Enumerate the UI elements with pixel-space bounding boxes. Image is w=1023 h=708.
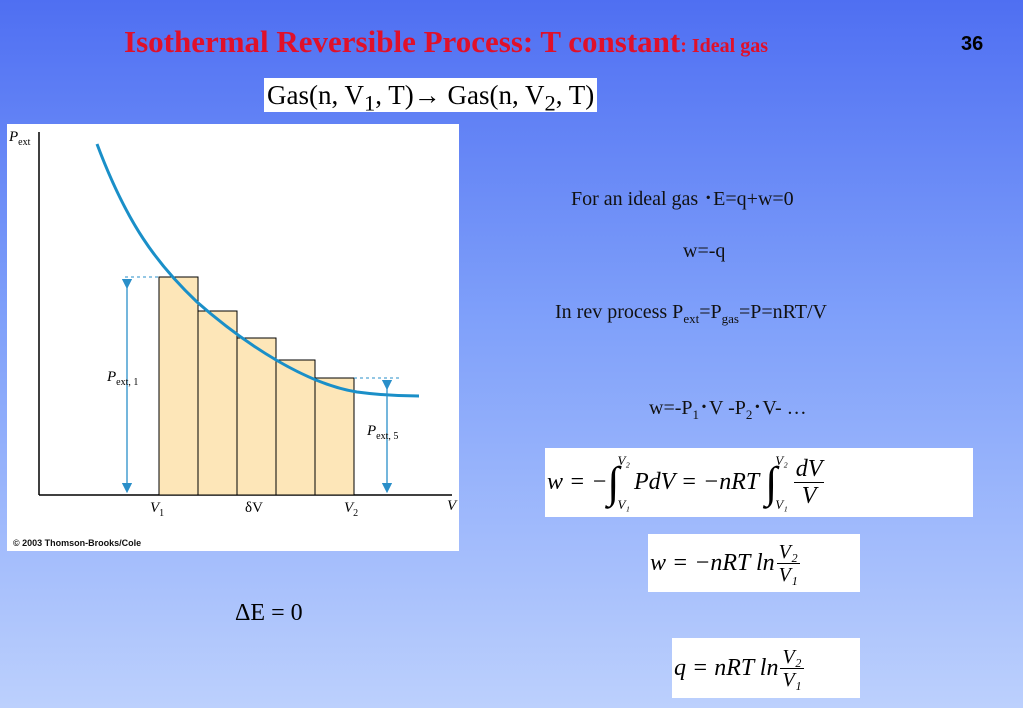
step-bar-4 xyxy=(275,359,316,496)
pv-graph: Pext Pext, 1 Pext, 5 V1 δV V2 V © 2003 T… xyxy=(7,124,459,551)
slide-number: 36 xyxy=(961,33,984,55)
work-integral-equation: w = − ∫ V₂ V₁ PdV = −nRT ∫ V₂ V₁ dV V xyxy=(545,448,973,517)
title-suffix: : Ideal gas xyxy=(680,35,769,57)
step-bar-2 xyxy=(197,310,238,496)
process-eq-sub2: 2 xyxy=(544,90,556,116)
pv-graph-svg: Pext Pext, 1 Pext, 5 V1 δV V2 V xyxy=(8,129,458,519)
x-axis-label: V xyxy=(447,498,458,514)
integral-limits-1: V₂ V₁ xyxy=(617,452,630,512)
volume-step-bars xyxy=(158,276,355,496)
y-axis-label: Pext xyxy=(8,129,31,148)
w-ln-ratio: V₂ V₁ xyxy=(776,540,800,586)
integral-limits-2: V₂ V₁ xyxy=(775,452,788,512)
copyright-notice: © 2003 Thomson-Brooks/Cole xyxy=(13,538,142,548)
w-equals-minus-q: w=-q xyxy=(683,240,726,262)
w-ln-lhs: w = −nRT ln xyxy=(650,549,775,576)
tick-v2: V2 xyxy=(344,500,358,519)
heat-ln-equation: q = nRT ln V₂ V₁ xyxy=(672,638,860,698)
w-integral-lhs: w = − xyxy=(547,469,608,495)
tick-delta-v: δV xyxy=(245,500,263,516)
label-p-ext-1: Pext, 1 xyxy=(106,369,138,388)
isotherm-curve xyxy=(95,143,420,398)
process-eq-mid: , T)→ Gas(n, V xyxy=(375,80,545,110)
integral-sign-1: ∫ xyxy=(607,457,620,507)
process-eq-left: Gas(n, V xyxy=(267,80,364,110)
tick-v1: V1 xyxy=(150,500,164,519)
step-bar-5 xyxy=(314,377,355,496)
q-ln-ratio: V₂ V₁ xyxy=(780,645,804,691)
work-sum-line: w=-P1･V -P2･V- … xyxy=(649,397,807,422)
step-bar-3 xyxy=(236,337,277,496)
process-eq-sub1: 1 xyxy=(364,90,376,116)
step-bar-1 xyxy=(158,276,199,496)
process-equation: Gas(n, V1, T)→ Gas(n, V2, T) xyxy=(264,78,598,116)
ideal-gas-line: For an ideal gas ･E=q+w=0 xyxy=(571,188,794,210)
dv-over-v: dV V xyxy=(793,455,825,509)
rev-process-line: In rev process Pext=Pgas=P=nRT/V xyxy=(555,301,827,326)
label-p-ext-5: Pext, 5 xyxy=(366,423,398,442)
work-ln-equation: w = −nRT ln V₂ V₁ xyxy=(648,534,860,592)
w-integral-mid: PdV = −nRT xyxy=(633,469,760,495)
integral-sign-2: ∫ xyxy=(765,457,778,507)
slide-title: Isothermal Reversible Process: T constan… xyxy=(124,24,768,60)
q-ln-lhs: q = nRT ln xyxy=(674,654,779,681)
title-main: Isothermal Reversible Process: T constan… xyxy=(124,24,681,59)
process-eq-right: , T) xyxy=(555,80,595,110)
delta-e-equation: ΔE = 0 xyxy=(235,600,303,626)
